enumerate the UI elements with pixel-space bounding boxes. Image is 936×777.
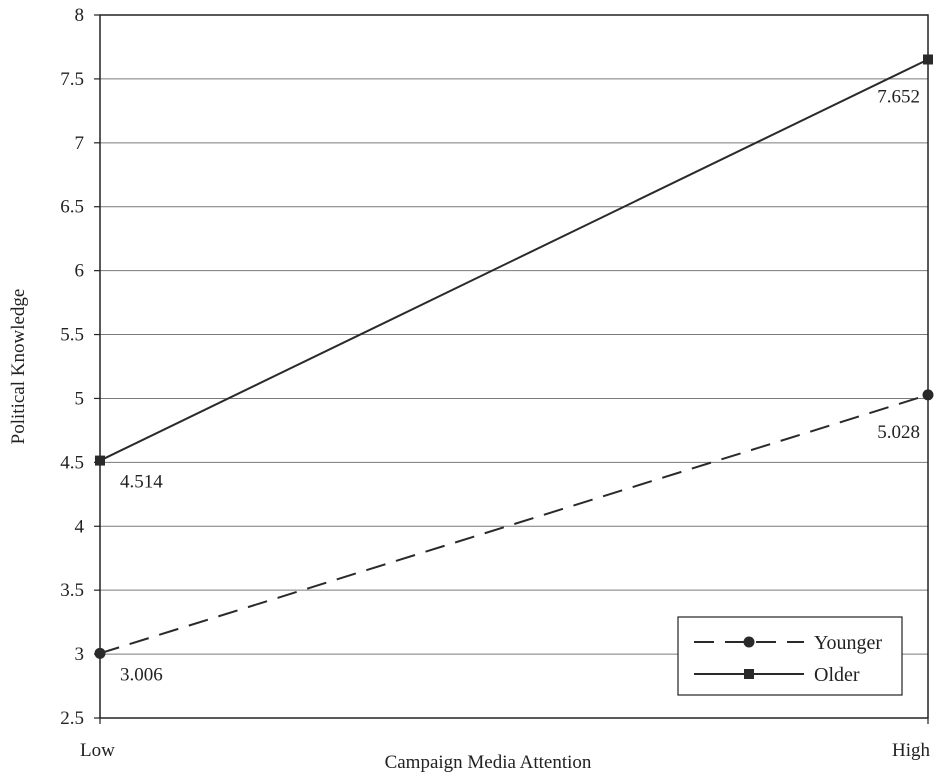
y-tick-label: 2.5 [60, 708, 84, 729]
x-tick-label: Low [80, 740, 115, 761]
y-tick-label: 8 [75, 5, 85, 26]
series-group [94, 54, 934, 659]
y-tick-label: 4 [75, 516, 85, 537]
y-tick-label: 5.5 [60, 325, 84, 346]
data-label: 7.652 [877, 86, 920, 107]
legend: Younger Older [677, 616, 903, 696]
x-axis-ticks: Low High [80, 718, 931, 761]
legend-marker [743, 636, 755, 648]
data-label: 4.514 [120, 472, 163, 493]
y-tick-label: 5 [75, 388, 85, 409]
series-line-older [99, 58, 929, 462]
y-tick-label: 3.5 [60, 580, 84, 601]
legend-label: Younger [814, 632, 882, 654]
y-axis-title: Political Knowledge [8, 289, 29, 445]
plot-frame [99, 14, 929, 719]
y-tick-label: 3 [75, 644, 85, 665]
data-labels: 3.006 5.028 4.514 7.652 [120, 86, 920, 685]
x-axis-title: Campaign Media Attention [385, 752, 592, 773]
grid-lines [100, 78, 928, 655]
y-tick-label: 7.5 [60, 69, 84, 90]
series-line-younger [99, 393, 929, 655]
y-tick-label: 7 [75, 133, 85, 154]
data-label: 3.006 [120, 664, 163, 685]
data-point-younger [922, 389, 934, 401]
data-point-younger [94, 647, 106, 659]
y-tick-label: 6.5 [60, 197, 84, 218]
y-tick-label: 6 [75, 261, 85, 282]
y-tick-label: 4.5 [60, 452, 84, 473]
data-point-older [923, 54, 933, 65]
data-label: 5.028 [877, 422, 920, 443]
y-axis-ticks: 2.5 3 3.5 4 4.5 5 5.5 6 6.5 7 7.5 8 [60, 5, 100, 729]
x-tick-label: High [892, 740, 931, 761]
legend-box [677, 616, 903, 696]
legend-label: Older [814, 664, 860, 686]
data-point-older [95, 455, 105, 466]
legend-marker [744, 669, 754, 679]
